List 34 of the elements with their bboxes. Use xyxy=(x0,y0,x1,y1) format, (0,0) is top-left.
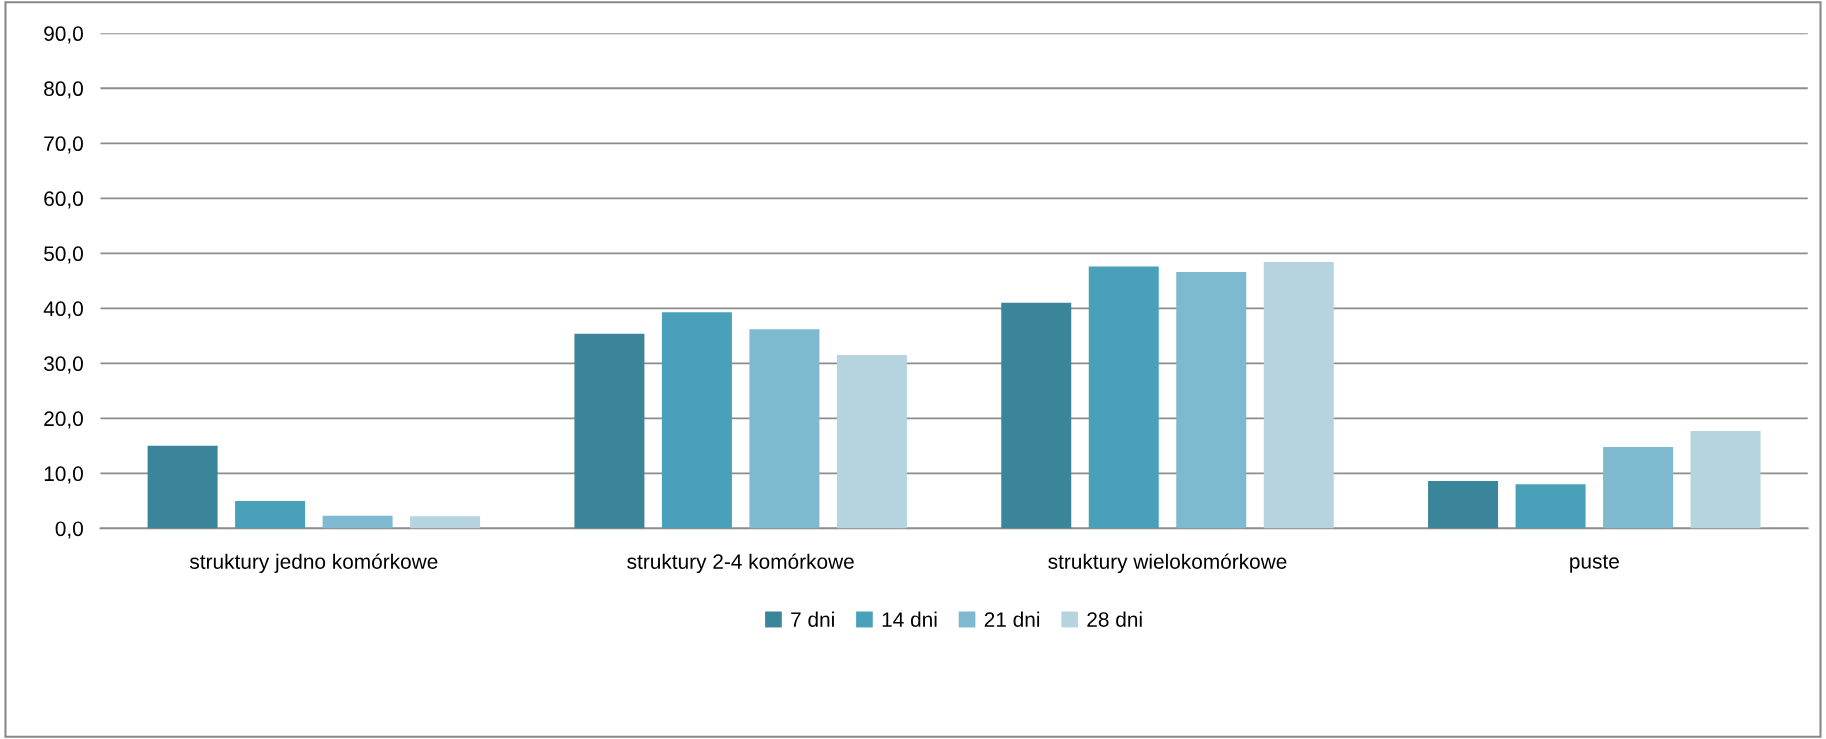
y-tick-label: 0,0 xyxy=(55,521,83,539)
bar xyxy=(574,333,645,529)
y-tick-label: 30,0 xyxy=(44,356,83,374)
bar xyxy=(1176,272,1247,529)
x-tick-label: struktury 2-4 komórkowe xyxy=(627,553,854,574)
legend-label: 7 dni xyxy=(791,611,834,627)
y-tick-label: 90,0 xyxy=(44,26,83,44)
bar xyxy=(235,500,306,529)
bar xyxy=(836,355,907,529)
legend-label: 28 dni xyxy=(1087,611,1142,627)
bar xyxy=(1088,266,1159,529)
bar xyxy=(1603,446,1674,529)
x-tick-label: puste xyxy=(1570,555,1619,573)
bar xyxy=(1690,431,1761,529)
y-tick-label: 10,0 xyxy=(44,466,83,484)
legend-label: 14 dni xyxy=(882,611,937,627)
y-tick-label: 20,0 xyxy=(44,411,83,429)
y-tick-label: 70,0 xyxy=(44,136,83,154)
bar xyxy=(749,329,820,529)
y-tick-label: 60,0 xyxy=(44,191,83,209)
bar xyxy=(661,312,732,529)
bar xyxy=(322,515,393,529)
y-tick-label: 40,0 xyxy=(43,301,83,319)
bar xyxy=(1428,481,1499,529)
x-tick-label: struktury wielokomórkowe xyxy=(1048,553,1287,574)
x-tick-label: struktury jedno komórkowe xyxy=(189,553,438,574)
bar xyxy=(410,516,481,529)
y-tick-label: 80,0 xyxy=(44,81,83,99)
legend-label: 21 dni xyxy=(984,611,1040,627)
bar xyxy=(1515,484,1586,529)
bar xyxy=(1263,262,1334,529)
bar xyxy=(1001,302,1072,529)
bar xyxy=(147,445,218,529)
y-tick-label: 50,0 xyxy=(44,246,83,264)
